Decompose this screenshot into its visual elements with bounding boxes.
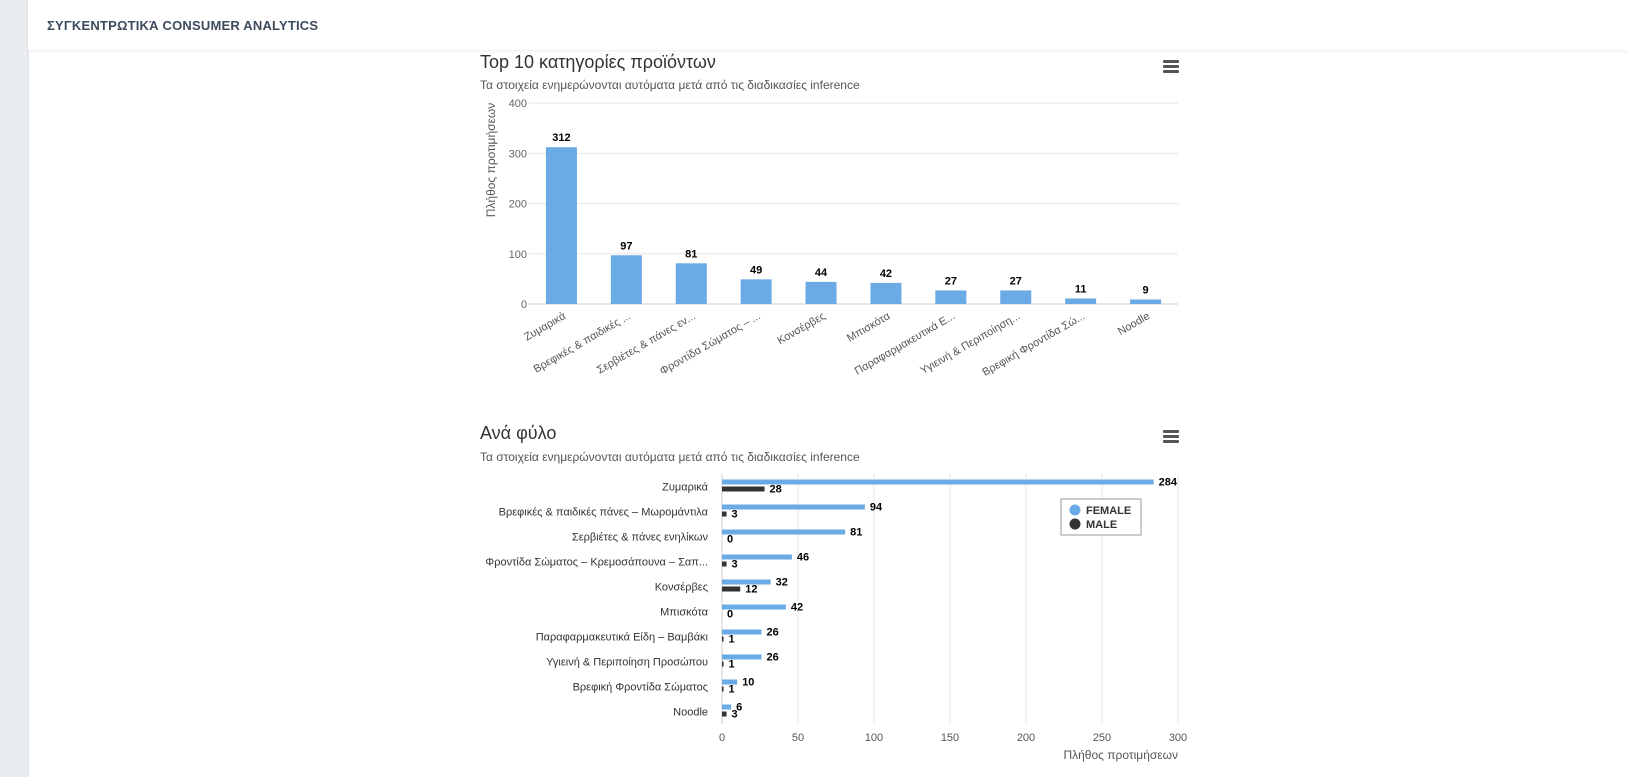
chart-menu-button[interactable] (1160, 58, 1182, 78)
left-sidebar-rail (0, 0, 29, 777)
chart-subtitle: Τα στοιχεία ενημερώνονται αυτόματα μετά … (480, 450, 860, 464)
top10-chart-card: Top 10 κατηγορίες προϊόντων Τα στοιχεία … (476, 46, 1188, 386)
chart-title: Ανά φύλο (480, 423, 557, 443)
page-title: ΣΥΓΚΕΝΤΡΩΤΙΚΆ CONSUMER ANALYTICS (47, 18, 319, 33)
gender-chart-card: Ανά φύλο Τα στοιχεία ενημερώνονται αυτόμ… (476, 414, 1188, 777)
top-header-bar (28, 0, 1628, 50)
chart-menu-button[interactable] (1160, 428, 1182, 448)
chart-title: Top 10 κατηγορίες προϊόντων (480, 52, 716, 72)
chart-subtitle: Τα στοιχεία ενημερώνονται αυτόματα μετά … (480, 78, 860, 92)
